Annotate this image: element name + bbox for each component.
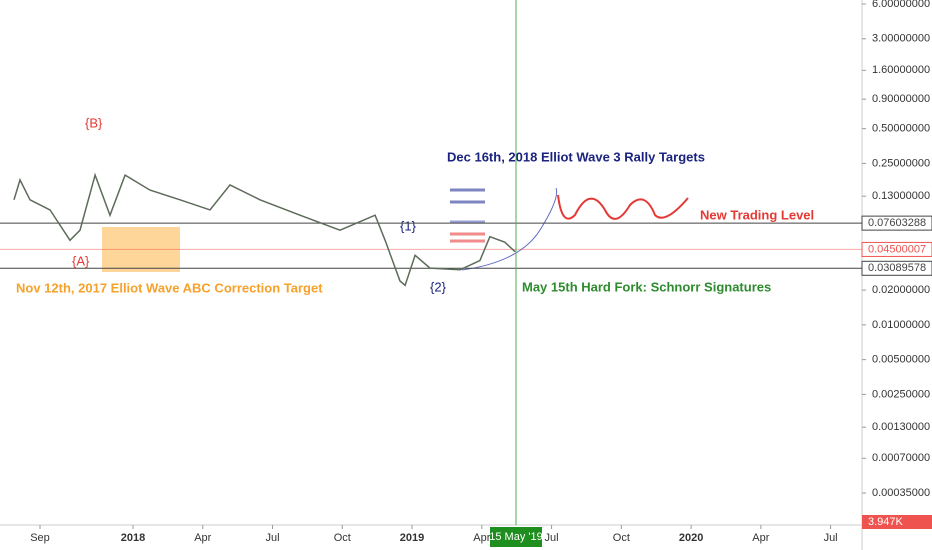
annotation: {1} — [400, 218, 417, 233]
price-label: 0.04500007 — [868, 243, 926, 255]
price-label: 0.07603288 — [868, 217, 926, 229]
annotation: May 15th Hard Fork: Schnorr Signatures — [522, 279, 771, 294]
x-tick-label: Oct — [613, 532, 630, 544]
price-badge — [861, 260, 932, 276]
annotation: New Trading Level — [700, 207, 814, 222]
y-tick-label: 0.00130000 — [872, 421, 930, 433]
annotation: Nov 12th, 2017 Elliot Wave ABC Correctio… — [16, 280, 323, 295]
price-badge — [861, 215, 932, 231]
y-tick-label: 0.00035000 — [872, 487, 930, 499]
y-tick-label: 0.00500000 — [872, 354, 930, 366]
y-tick-label: 0.13000000 — [872, 190, 930, 202]
price-label: 0.03089578 — [868, 262, 926, 274]
y-tick-label: 0.50000000 — [872, 123, 930, 135]
x-tick-label: Apr — [194, 532, 211, 544]
annotation: {A} — [72, 253, 90, 268]
price-badge — [861, 241, 932, 257]
x-tick-label: 2019 — [400, 532, 424, 544]
wave-projection — [557, 194, 689, 220]
x-tick-label: Jul — [265, 532, 279, 544]
projection-curve — [461, 187, 558, 271]
y-tick-label: 0.90000000 — [872, 93, 930, 105]
x-tick-label: Jul — [824, 532, 838, 544]
y-tick-label: 1.60000000 — [872, 64, 930, 76]
x-tick-label: Jul — [545, 532, 559, 544]
y-tick-label: 6.00000000 — [872, 0, 930, 10]
event-badge — [489, 527, 542, 547]
y-tick-label: 0.02000000 — [872, 284, 930, 296]
volume-label: 3.947K — [868, 516, 904, 528]
y-tick-label: 0.25000000 — [872, 157, 930, 169]
x-tick-label: Apr — [752, 532, 769, 544]
x-tick-label: Oct — [334, 532, 351, 544]
y-tick-label: 0.00250000 — [872, 388, 930, 400]
annotation: {2} — [430, 279, 447, 294]
y-tick-label: 3.00000000 — [872, 33, 930, 45]
x-tick-label: Sep — [30, 532, 50, 544]
x-tick-label: 2018 — [121, 532, 145, 544]
y-tick-label: 0.01000000 — [872, 319, 930, 331]
price-line-series — [13, 172, 516, 287]
y-tick-label: 0.00070000 — [872, 452, 930, 464]
x-tick-label: Apr — [473, 532, 490, 544]
x-tick-label: 2020 — [679, 532, 703, 544]
volume-badge — [862, 515, 932, 529]
event-label: 15 May '19 — [489, 531, 542, 543]
rally-targets — [450, 188, 485, 243]
annotation: Dec 16th, 2018 Elliot Wave 3 Rally Targe… — [447, 149, 705, 164]
annotation: {B} — [85, 115, 103, 130]
